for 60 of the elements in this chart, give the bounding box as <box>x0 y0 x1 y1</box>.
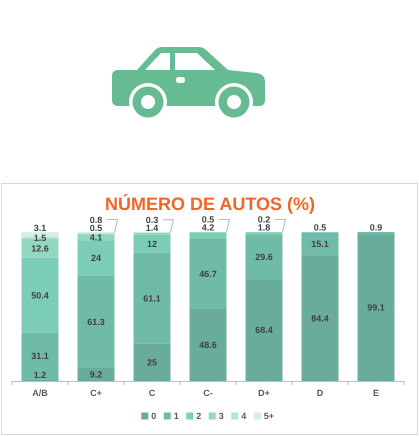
data-label: 61.3 <box>87 316 105 327</box>
data-label: 12.6 <box>31 244 49 254</box>
legend-label: 2 <box>196 411 202 422</box>
bar <box>22 332 58 380</box>
data-label: 0.2 <box>258 214 270 225</box>
x-tick-label: D+ <box>258 388 270 398</box>
data-label: 46.7 <box>199 268 217 279</box>
data-label: 25 <box>146 358 158 368</box>
x-tick-label: C+ <box>90 388 102 398</box>
legend-label: 5+ <box>264 411 274 422</box>
bar <box>78 276 114 368</box>
bar <box>246 279 282 381</box>
bar <box>134 252 170 344</box>
data-label: 1.8 <box>258 222 270 233</box>
data-label: 0.9 <box>370 222 382 233</box>
data-label: 50.4 <box>31 290 49 300</box>
x-tick-label: D <box>316 388 324 398</box>
bar <box>134 344 170 381</box>
bar <box>134 234 170 253</box>
x-tick-label: A/B <box>32 388 48 398</box>
bar <box>78 240 114 276</box>
bar <box>302 255 338 381</box>
data-label: 3.1 <box>34 222 46 233</box>
legend-label: 0 <box>151 411 156 422</box>
data-label: 1.4 <box>146 222 158 233</box>
data-label: 0.3 <box>146 214 158 225</box>
data-label: 0.5 <box>314 222 326 233</box>
data-label: 1.2 <box>34 370 46 380</box>
data-label: 4.2 <box>202 222 214 233</box>
x-tick-label: C <box>148 388 156 398</box>
data-label: 84.4 <box>311 313 329 324</box>
bar <box>246 232 282 235</box>
x-tick-label: C- <box>203 388 213 398</box>
data-label: 68.4 <box>255 325 273 336</box>
bar <box>246 234 282 280</box>
data-label: 0.5 <box>202 214 214 225</box>
bar <box>22 258 58 333</box>
data-label: 0.8 <box>90 214 102 225</box>
legend-label: 4 <box>241 411 246 422</box>
bar <box>190 239 226 309</box>
data-label: 29.6 <box>255 252 273 262</box>
bar <box>302 232 338 256</box>
data-label: 1.5 <box>34 233 46 244</box>
bar <box>190 308 226 381</box>
data-label: 31.1 <box>31 351 49 362</box>
data-label: 9.2 <box>90 369 102 380</box>
data-label: 61.1 <box>143 293 161 304</box>
legend-label: 3 <box>218 411 224 422</box>
chart-title: NÚMERO DE AUTOS (%) <box>104 194 316 214</box>
data-label: 15.1 <box>311 239 329 250</box>
bar <box>358 233 394 381</box>
data-label: 4.1 <box>90 232 102 242</box>
bar <box>190 232 226 240</box>
data-label: 24 <box>90 253 102 264</box>
legend-label: 1 <box>174 411 179 422</box>
data-label: 48.6 <box>199 340 217 350</box>
data-label: 12 <box>146 238 158 249</box>
data-label: 99.1 <box>367 302 385 312</box>
data-label: 0.5 <box>90 222 102 233</box>
x-tick-label: E <box>372 388 380 398</box>
